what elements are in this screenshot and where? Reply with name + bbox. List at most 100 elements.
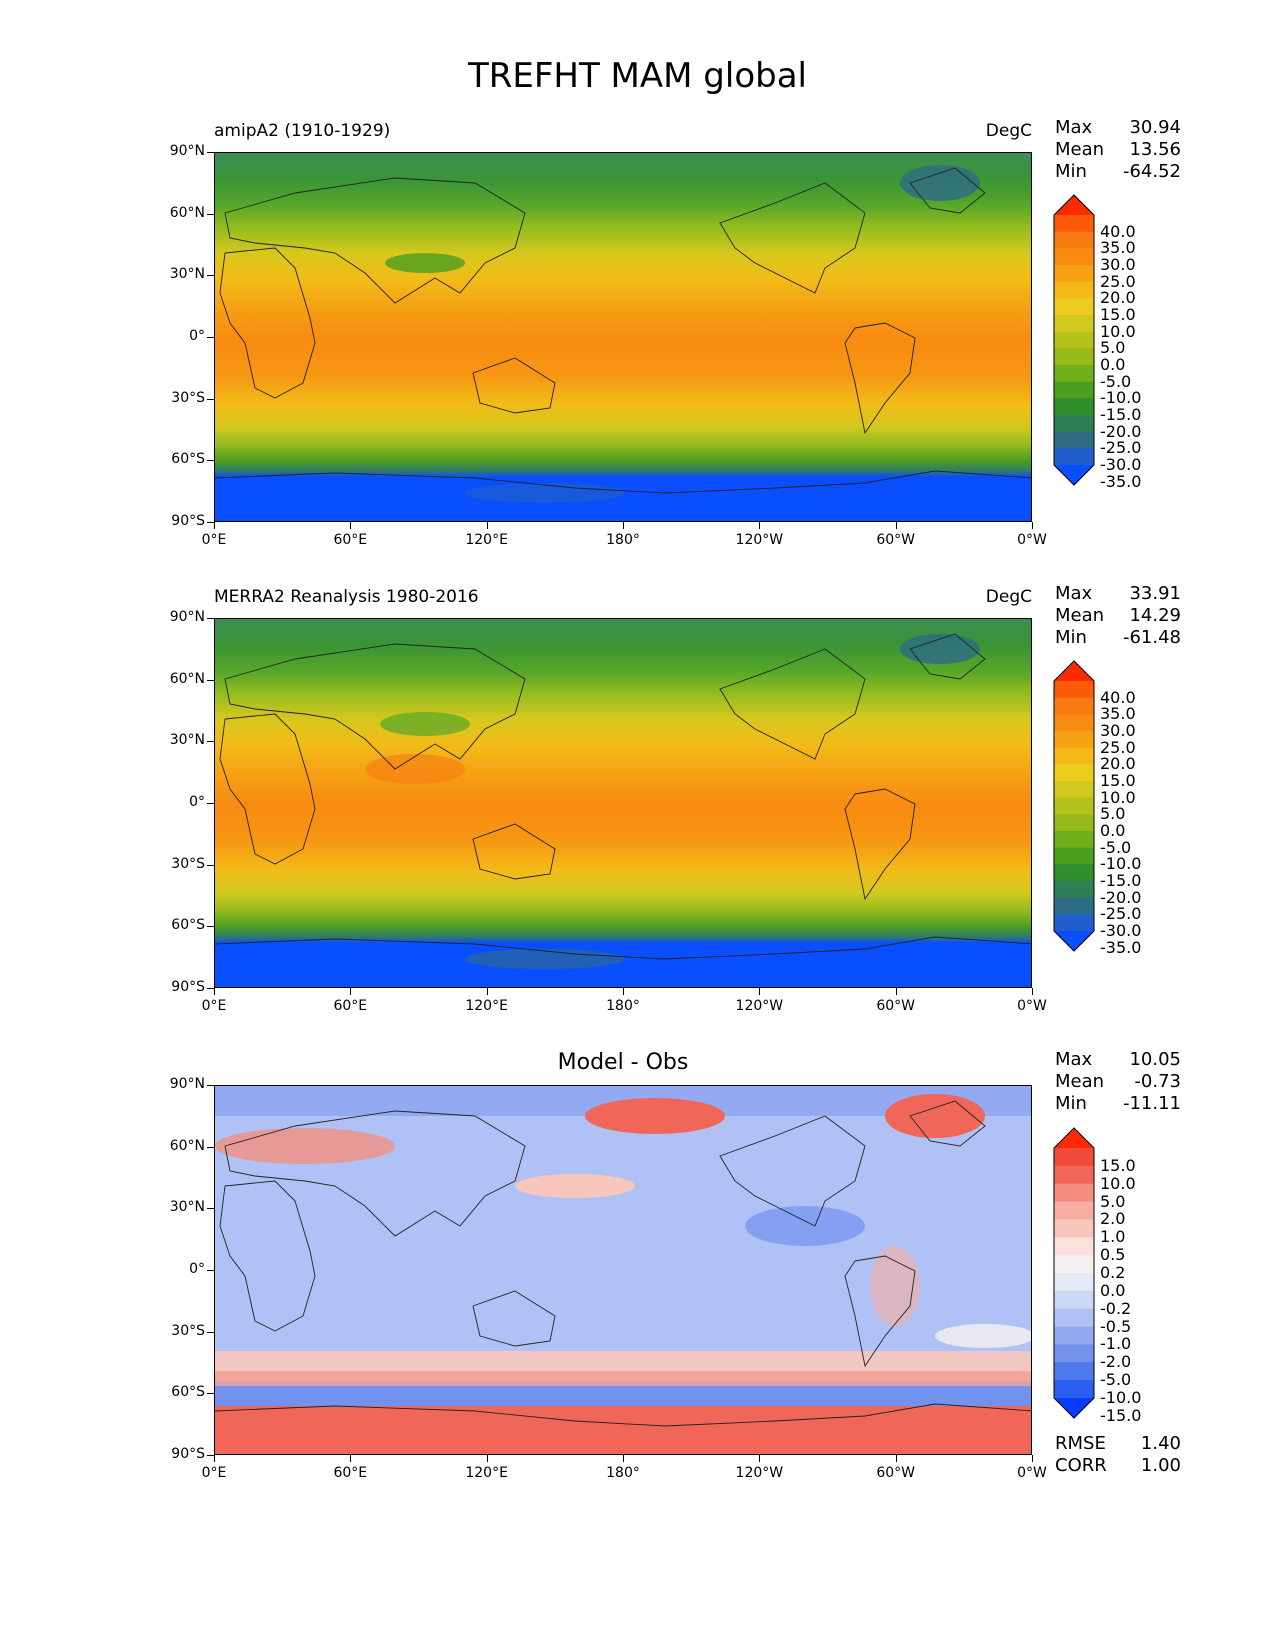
colorbar-tick-label: -5.0 [1100,371,1132,391]
y-tick-label: 0° [189,328,205,344]
y-tick-mark [207,803,214,804]
y-tick-label: 90°N [169,609,205,625]
stat-mean-label: Mean [1055,605,1105,626]
stat-mean: -0.73 [1134,1071,1181,1092]
colorbar-segment [1054,348,1094,366]
colorbar-segment [1054,1183,1094,1203]
x-tick-label: 0°E [201,998,227,1014]
y-tick-mark [207,275,214,277]
panel-title: MERRA2 Reanalysis 1980-2016 [214,587,479,607]
colorbar-segment [1054,897,1094,915]
colorbar-tick-label: 15.0 [1100,771,1136,790]
y-tick-label: 90°S [171,513,205,529]
corr-value: 1.00 [1140,1455,1181,1476]
stat-min: -11.11 [1122,1093,1181,1114]
y-tick-label: 30°N [169,1199,205,1216]
colorbar-tick-label: 5.0 [1100,338,1126,358]
colorbar-segment [1054,1326,1094,1345]
y-tick-label: 30°S [171,389,205,406]
panel-obs: MERRA2 Reanalysis 1980-2016 DegC Max 33.9… [0,0,1275,988]
x-tick-label: 120°W [735,1465,784,1481]
y-tick-mark [207,1331,214,1333]
colorbar-tick-label: -20.0 [1100,887,1142,907]
colorbar-tick-label: -10.0 [1100,388,1142,408]
x-tick-label: 60°W [876,998,915,1014]
colorbar-tick-label: 1.0 [1100,1227,1126,1247]
x-tick-label: 0°W [1017,532,1047,548]
colorbar-tick-label: 30.0 [1100,255,1136,274]
colorbar-tick-label: -5.0 [1100,837,1132,857]
colorbar-tick-label: 2.0 [1100,1209,1126,1229]
y-tick-mark [207,337,214,338]
stat-mean: 14.29 [1129,605,1181,626]
colorbar-segment [1054,431,1094,449]
colorbar-extend-bottom [1054,931,1094,951]
colorbar-extend-bottom [1054,465,1094,485]
x-tick-mark [350,988,352,995]
colorbar-segment [1054,398,1094,416]
colorbar-tick-label: 0.0 [1100,1280,1126,1300]
stats-block: Max 33.91 Mean 14.29 Min -61.48 [1055,583,1181,649]
colorbar-tick-label: 30.0 [1100,721,1136,740]
colorbar-segment [1054,864,1094,882]
y-tick-label: 0° [189,794,205,810]
colorbar-segments [1054,195,1094,485]
colorbar-tick-label: -0.5 [1100,1316,1132,1336]
colorbar-tick-label: 5.0 [1100,804,1126,824]
colorbar-segment [1054,1219,1094,1238]
colorbar-tick-label: -25.0 [1100,904,1142,924]
colorbar-extend-bottom [1054,1398,1094,1418]
colorbar-segment [1054,315,1094,333]
colorbar-segment [1054,781,1094,799]
stat-min: -64.52 [1122,161,1181,182]
colorbar-segment [1054,714,1094,732]
colorbar [1053,194,1095,486]
colorbar-tick-label: -15.0 [1100,871,1142,890]
x-tick-mark [759,988,761,995]
colorbar-segment [1054,1237,1094,1256]
y-tick-mark [207,741,214,743]
y-tick-mark [207,1393,214,1395]
colorbar-extend-top [1054,195,1094,215]
colorbar-tick-label: -15.0 [1100,1405,1142,1425]
stats-block: Max 30.94 Mean 13.56 Min -64.52 [1055,117,1181,183]
y-tick-label: 60°S [171,1384,205,1401]
x-tick-mark [759,1455,761,1462]
difference-map [214,1085,1032,1455]
y-tick-mark [207,1085,214,1086]
colorbar-segment [1054,914,1094,932]
stat-max-label: Max [1055,1049,1093,1070]
y-tick-mark [207,1455,214,1456]
y-tick-mark [207,1270,214,1271]
x-tick-mark [1032,1455,1033,1462]
colorbar-tick-label: -35.0 [1100,471,1142,491]
y-tick-mark [207,1146,214,1148]
stat-min-label: Min [1055,161,1087,182]
colorbar-segment [1054,298,1094,316]
y-tick-label: 30°S [171,855,205,872]
rmse-label: RMSE [1055,1433,1106,1454]
y-tick-label: 30°N [169,266,205,283]
y-tick-label: 0° [189,1261,205,1277]
stats-block: Max 10.05 Mean -0.73 Min -11.11 [1055,1049,1181,1115]
y-tick-label: 60°N [169,670,205,687]
colorbar-tick-label: -15.0 [1100,405,1142,424]
temperature-map [214,152,1032,522]
colorbar-segment [1054,1362,1094,1381]
colorbar [1053,1127,1095,1419]
colorbar [1053,660,1095,952]
colorbar-segment [1054,731,1094,749]
colorbar-tick-label: -5.0 [1100,1370,1132,1390]
colorbar-tick-label: -35.0 [1100,937,1142,957]
skill-stats: RMSE 1.40 CORR 1.00 [1055,1433,1181,1477]
colorbar-segment [1054,797,1094,815]
x-tick-label: 120°E [465,532,508,548]
x-tick-mark [895,988,897,995]
colorbar-segment [1054,415,1094,433]
x-tick-label: 120°W [735,532,784,548]
x-tick-mark [214,522,215,529]
colorbar-tick-label: 5.0 [1100,1191,1126,1211]
x-tick-mark [623,988,624,995]
stat-min-label: Min [1055,1093,1087,1114]
x-tick-label: 0°W [1017,998,1047,1014]
